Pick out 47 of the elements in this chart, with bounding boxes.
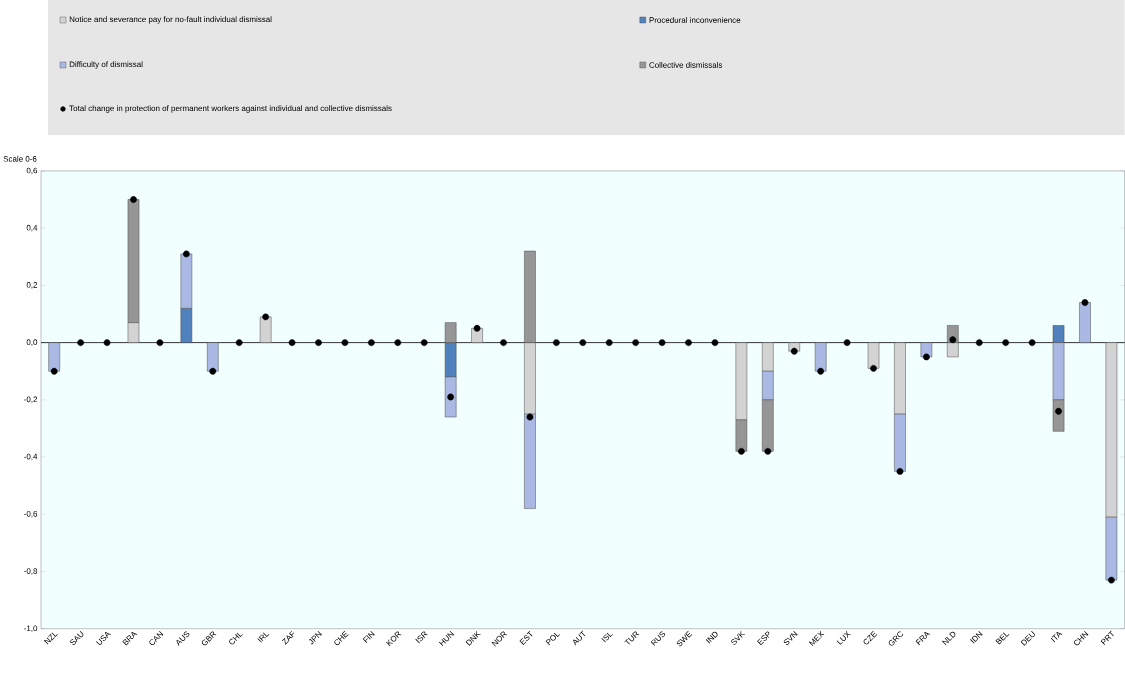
point	[552, 339, 560, 347]
point	[605, 339, 613, 347]
point	[1081, 299, 1089, 307]
point	[685, 339, 692, 347]
point	[975, 339, 983, 347]
point	[579, 339, 587, 347]
point	[130, 196, 137, 204]
point	[949, 336, 957, 344]
point	[790, 347, 798, 355]
point	[632, 339, 640, 347]
point	[1055, 408, 1062, 415]
point	[156, 339, 164, 347]
bar	[1079, 302, 1091, 343]
point	[77, 339, 85, 347]
point	[288, 339, 296, 347]
point	[817, 367, 825, 375]
point	[737, 448, 745, 455]
point	[394, 339, 402, 347]
point	[896, 468, 904, 475]
bar	[206, 342, 219, 372]
point	[473, 325, 481, 332]
bar	[867, 342, 880, 369]
point	[420, 339, 428, 347]
point	[262, 313, 270, 321]
point	[315, 339, 322, 347]
point	[843, 339, 851, 347]
point	[182, 250, 190, 258]
point	[235, 339, 243, 347]
point	[1002, 339, 1010, 347]
point	[526, 413, 534, 421]
point	[500, 339, 507, 347]
point	[341, 339, 349, 347]
bar	[814, 342, 827, 372]
point	[658, 339, 666, 347]
point	[764, 448, 772, 455]
point	[711, 339, 719, 347]
point	[447, 393, 455, 401]
bar	[259, 316, 272, 343]
point	[870, 365, 877, 372]
bar	[48, 342, 60, 372]
point	[1028, 339, 1036, 347]
point	[50, 367, 58, 375]
point	[209, 367, 217, 375]
point	[367, 339, 375, 347]
point	[1108, 576, 1115, 584]
point	[103, 339, 111, 347]
point	[923, 353, 930, 361]
